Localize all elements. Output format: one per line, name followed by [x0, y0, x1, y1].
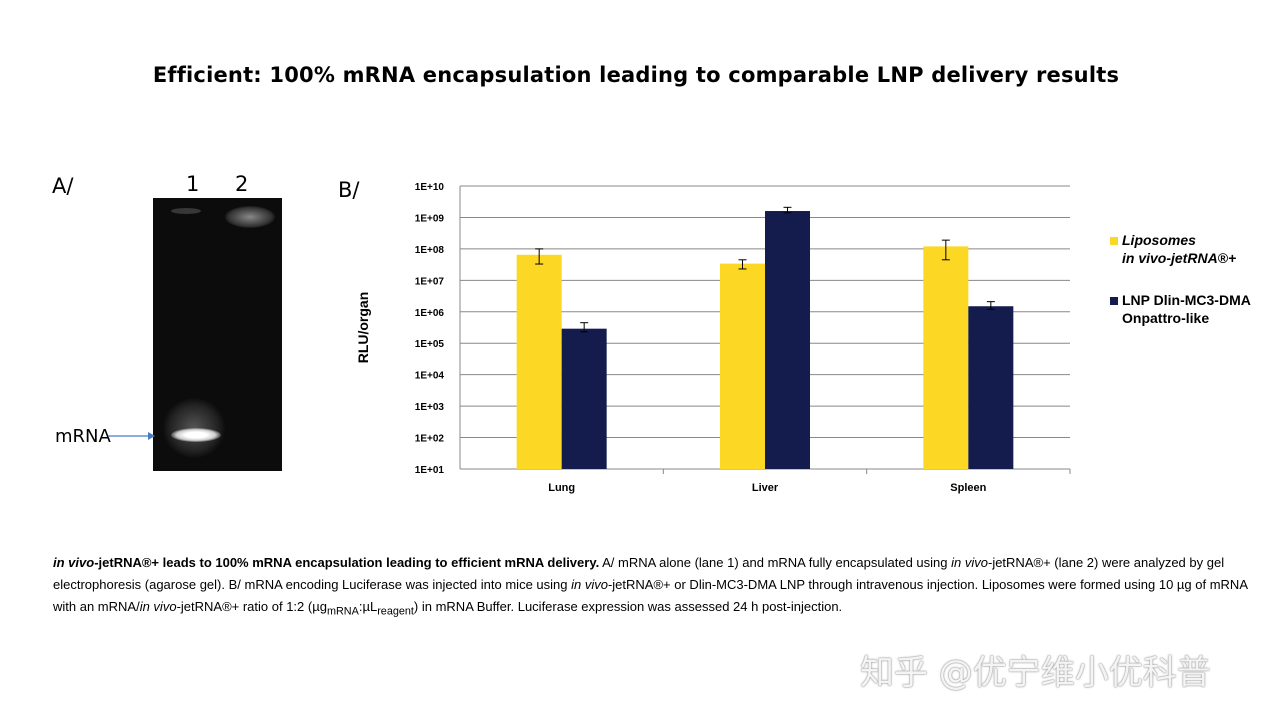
figure-caption: in vivo-jetRNA®+ leads to 100% mRNA enca… — [53, 555, 1248, 618]
panel-a-label: A/ — [52, 174, 74, 198]
y-tick-label: 1E+02 — [415, 434, 445, 445]
legend-label: LNP Dlin-MC3-DMA — [1122, 292, 1251, 308]
y-tick-label: 1E+09 — [415, 213, 445, 224]
y-tick-label: 1E+06 — [415, 308, 445, 319]
lane-2-label: 2 — [235, 172, 249, 196]
panel-b-label: B/ — [338, 178, 360, 202]
legend-item-lnp: LNP Dlin-MC3-DMA Onpattro-like — [1110, 291, 1251, 327]
bar-spleen-1 — [968, 306, 1014, 469]
x-tick-label: Lung — [548, 482, 575, 494]
bar-spleen-0 — [923, 246, 969, 469]
x-tick-label: Liver — [752, 482, 779, 494]
y-tick-label: 1E+05 — [415, 339, 445, 350]
y-tick-label: 1E+04 — [415, 371, 445, 382]
legend-label: in vivo-jetRNA®+ — [1122, 250, 1237, 266]
y-tick-label: 1E+10 — [415, 182, 445, 193]
bar-lung-1 — [561, 328, 607, 469]
bar-chart: 1E+01 1E+02 1E+03 1E+04 1E+05 1E+06 1E+07 1E+08… — [355, 182, 1071, 494]
bar-liver-0 — [720, 263, 765, 469]
y-axis-label: RLU/organ — [355, 292, 371, 364]
legend-label: Liposomes — [1122, 232, 1196, 248]
legend-swatch — [1110, 297, 1118, 305]
legend-label: Onpattro-like — [1122, 310, 1210, 326]
gel-image — [153, 198, 282, 471]
x-tick-label: Spleen — [950, 482, 986, 494]
y-tick-label: 1E+07 — [415, 276, 445, 287]
mrna-band-label: mRNA — [55, 426, 111, 447]
lane-1-label: 1 — [186, 172, 200, 196]
y-tick-label: 1E+03 — [415, 402, 445, 413]
legend-item-liposomes: Liposomes in vivo-jetRNA®+ — [1110, 231, 1236, 267]
bar-liver-1 — [765, 211, 810, 469]
legend-swatch — [1110, 237, 1118, 245]
bar-lung-0 — [516, 254, 562, 469]
page-title: Efficient: 100% mRNA encapsulation leadi… — [152, 63, 1120, 87]
watermark: 知乎 @优宁维小优科普 — [860, 653, 1211, 693]
arrow-icon — [108, 432, 155, 440]
y-tick-label: 1E+01 — [415, 465, 445, 476]
y-tick-label: 1E+08 — [415, 245, 445, 256]
